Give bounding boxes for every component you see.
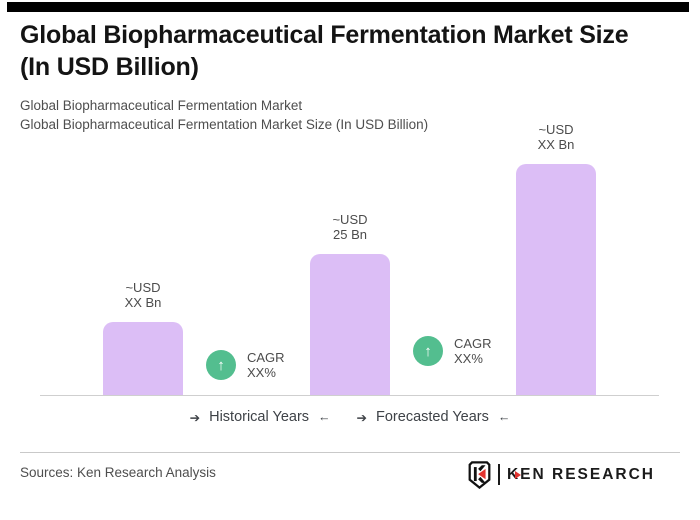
arrow-up-icon: ↑ (413, 336, 443, 366)
bar-chart: ~USD XX Bn ~USD 25 Bn ~USD XX Bn (40, 122, 659, 396)
bar-value-label-line2: XX Bn (537, 136, 575, 152)
bar-value-label: ~USD XX Bn (537, 122, 575, 152)
bar-value-label-line1: ~USD (332, 212, 368, 227)
bar-fill (310, 254, 390, 395)
arrow-left-icon: ← (497, 410, 511, 424)
bar-historical-start: ~USD XX Bn (103, 280, 183, 395)
bar-value-label: ~USD XX Bn (124, 280, 162, 310)
cagr-value: XX% (454, 350, 483, 366)
cagr-badge-historical: ↑ CAGR XX% (206, 350, 285, 380)
bar-value-label-line2: XX Bn (124, 294, 162, 310)
page-title-line2: (In USD Billion) (20, 53, 199, 81)
bar-value-label-line1: ~USD (125, 280, 161, 295)
sources-text: Sources: Ken Research Analysis (20, 465, 216, 480)
page-title-line1: Global Biopharmaceutical Fermentation Ma… (20, 21, 629, 49)
chart-subtitle-line1: Global Biopharmaceutical Fermentation Ma… (20, 98, 303, 113)
cagr-label: CAGR (247, 350, 285, 365)
cagr-text: CAGR XX% (247, 350, 285, 380)
cagr-text: CAGR XX% (454, 336, 492, 366)
footer-divider (20, 452, 680, 453)
bar-value-label: ~USD 25 Bn (332, 212, 368, 242)
x-axis-line (40, 394, 659, 396)
page-title: Global Biopharmaceutical Fermentation Ma… (20, 19, 688, 83)
chart-subtitle-line2: Global Biopharmaceutical Fermentation Ma… (20, 116, 429, 132)
ken-research-logo: KEN RESEARCH (468, 460, 655, 489)
x-axis-zones: ➔ Historical Years ← ➔ Forecasted Years … (0, 409, 700, 425)
logo-text-wrap: KEN RESEARCH (507, 466, 655, 484)
arrow-right-icon: ➔ (189, 410, 201, 425)
bar-fill (103, 322, 183, 395)
bar-value-label-line2: 25 Bn (333, 226, 367, 242)
forecasted-years-zone: ➔ Forecasted Years ← (357, 409, 511, 425)
bar-value-label-line1: ~USD (538, 122, 574, 137)
arrow-left-icon: ← (318, 410, 331, 424)
bar-fill (516, 164, 596, 395)
chart-subtitle: Global Biopharmaceutical Fermentation Ma… (20, 97, 428, 134)
cagr-badge-forecast: ↑ CAGR XX% (413, 336, 492, 366)
historical-years-zone: ➔ Historical Years ← (190, 409, 331, 425)
historical-years-label: Historical Years (209, 409, 310, 425)
ken-research-shield-icon (468, 460, 491, 489)
arrow-right-icon: ➔ (356, 410, 368, 425)
logo-text: KEN RESEARCH (506, 465, 655, 483)
logo-red-triangle-icon (514, 470, 521, 479)
bar-base-year: ~USD 25 Bn (310, 212, 390, 395)
cagr-label: CAGR (454, 336, 492, 351)
bar-forecast-end: ~USD XX Bn (516, 122, 596, 395)
cagr-value: XX% (247, 364, 276, 380)
arrow-up-icon: ↑ (206, 350, 236, 380)
logo-divider (497, 464, 500, 485)
top-accent-bar (7, 2, 689, 12)
forecasted-years-label: Forecasted Years (376, 409, 489, 425)
